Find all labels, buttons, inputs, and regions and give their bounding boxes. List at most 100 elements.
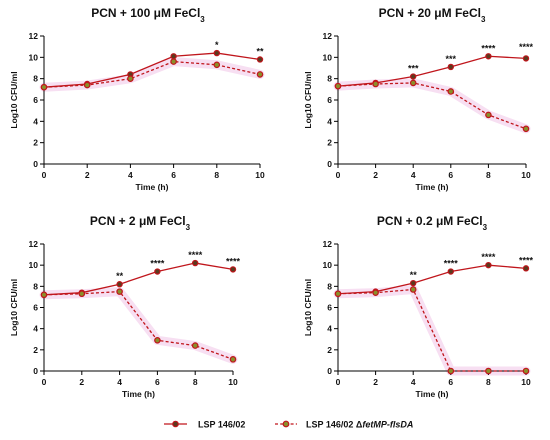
data-point-wild-type [485,53,492,60]
data-point-mutant [127,75,134,82]
data-point-wild-type [410,279,417,287]
y-tick-label: 8 [33,281,38,291]
data-point-mutant [372,80,379,88]
x-tick-label: 6 [448,170,453,180]
x-axis-label: Time (h) [122,389,155,399]
panel-2: PCN + 20 μM FeCl3 0 2 4 6 8 10 12 0 2 4 6 8 10 Time (h… [303,6,533,192]
x-tick-label: 10 [521,377,531,387]
y-tick-label: 4 [33,116,38,126]
significance-marker: *** [446,54,457,64]
data-point-mutant [116,288,123,295]
significance-marker: ** [256,46,264,56]
legend-marker-wild-type [172,420,179,428]
x-tick-label: 6 [448,377,453,387]
x-tick-label: 8 [486,170,491,180]
data-point-mutant [40,291,48,299]
y-tick-label: 12 [323,239,333,249]
y-tick-label: 6 [33,303,38,313]
x-axis-label: Time (h) [416,389,449,399]
x-tick-label: 4 [411,377,416,387]
data-point-mutant [213,61,221,69]
significance-marker: **** [481,252,496,262]
data-point-wild-type [485,261,492,269]
x-tick-label: 0 [336,377,341,387]
legend-marker-mutant [282,420,290,428]
data-point-mutant [409,286,417,293]
data-point-wild-type [522,55,530,62]
data-point-mutant [83,81,91,89]
y-tick-label: 10 [29,260,39,270]
panel-3: PCN + 2 μM FeCl3 0 2 4 6 8 10 12 0 2 4 6 8 10 Time (h)… [9,214,240,399]
significance-marker: * [215,40,219,50]
x-tick-label: 2 [373,377,378,387]
data-point-mutant [78,290,86,298]
y-tick-label: 0 [327,366,332,376]
significance-marker: **** [444,259,459,269]
panel-title: PCN + 0.2 μM FeCl3 [377,214,488,232]
data-point-mutant [485,367,492,375]
data-point-wild-type [154,268,161,275]
significance-marker: **** [226,256,241,266]
data-point-wild-type [213,49,220,57]
data-point-mutant [191,342,199,349]
significance-marker: *** [408,64,419,74]
series-line-mutant [337,82,527,130]
significance-marker: **** [519,255,534,265]
y-tick-label: 2 [33,345,38,355]
legend-label-mutant: LSP 146/02 ΔfetMP-flsDA [306,420,413,430]
y-axis-label: Log10 CFU/ml [9,279,19,336]
data-point-mutant [447,367,455,375]
x-tick-label: 8 [193,377,198,387]
y-tick-label: 0 [33,159,38,169]
x-tick-label: 6 [171,170,176,180]
significance-marker: **** [150,259,165,269]
x-tick-label: 0 [336,170,341,180]
y-tick-label: 2 [327,138,332,148]
data-point-mutant [522,367,530,375]
y-tick-label: 12 [29,31,39,41]
series-line-wild-type [337,264,527,295]
series-line-wild-type [43,52,261,88]
significance-marker: ** [116,271,124,281]
y-tick-label: 4 [327,116,332,126]
panel-title: PCN + 20 μM FeCl3 [379,6,486,24]
y-tick-label: 2 [327,345,332,355]
y-tick-label: 6 [327,95,332,105]
data-point-mutant [256,71,264,78]
x-tick-label: 10 [255,170,265,180]
x-tick-label: 10 [228,377,238,387]
x-tick-label: 0 [42,170,47,180]
data-point-mutant [522,125,530,133]
data-point-wild-type [229,266,237,273]
significance-marker: **** [519,42,534,52]
data-point-wild-type [170,53,177,60]
data-point-wild-type [191,259,199,267]
data-point-mutant [334,290,342,298]
legend: LSP 146/02 LSP 146/02 ΔfetMP-flsDA [164,420,413,430]
x-tick-label: 6 [155,377,160,387]
panel-title: PCN + 100 μM FeCl3 [91,6,205,24]
data-point-wild-type [116,281,123,288]
mutant-highlight-band [39,287,238,364]
y-tick-label: 2 [33,138,38,148]
data-point-mutant [170,58,177,65]
x-tick-label: 10 [521,170,531,180]
y-axis-label: Log10 CFU/ml [303,279,313,336]
data-point-wild-type [256,56,264,63]
data-point-wild-type [447,268,454,275]
series-line-wild-type [337,55,527,87]
x-tick-label: 8 [214,170,219,180]
data-point-mutant [229,356,237,363]
y-tick-label: 0 [33,366,38,376]
data-point-mutant [447,88,455,95]
x-axis-label: Time (h) [416,182,449,192]
series-line-mutant [43,290,234,360]
x-tick-label: 8 [486,377,491,387]
y-tick-label: 8 [33,74,38,84]
y-tick-label: 10 [323,260,333,270]
x-tick-label: 4 [117,377,122,387]
data-point-mutant [372,289,379,296]
y-tick-label: 4 [327,324,332,334]
series-line-mutant [43,60,261,88]
